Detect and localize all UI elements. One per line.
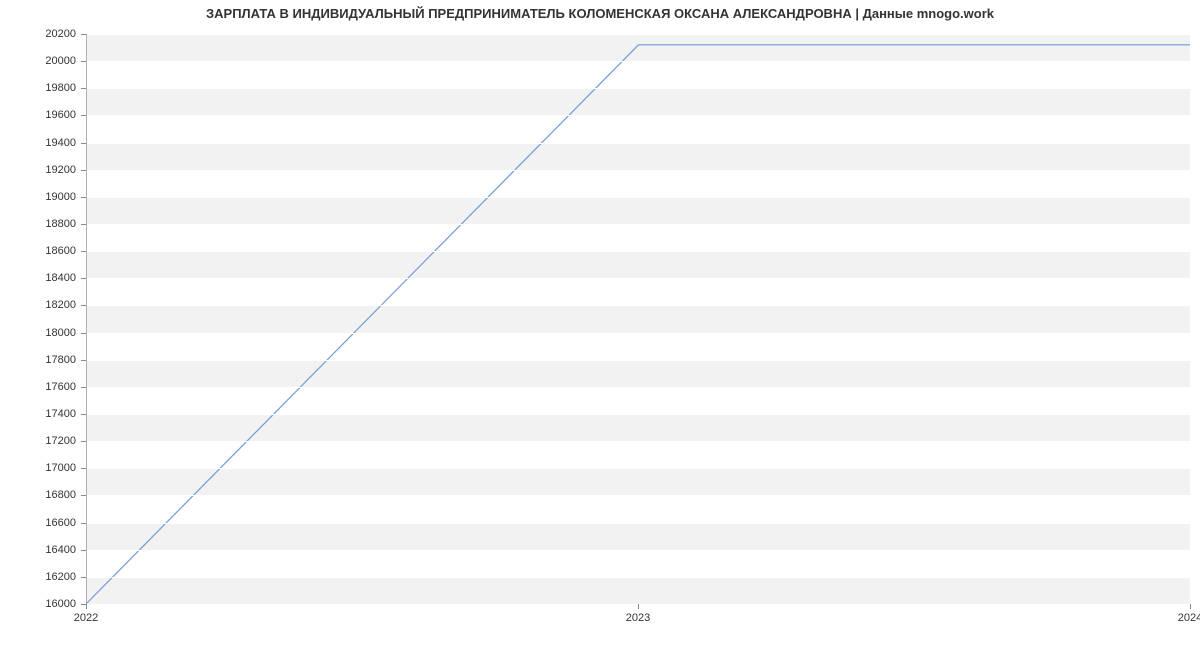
y-gridline	[87, 88, 1190, 89]
y-gridline	[87, 305, 1190, 306]
y-gridline	[87, 197, 1190, 198]
y-tick-label: 16600	[0, 517, 76, 529]
y-tick-mark	[81, 170, 86, 171]
y-tick-label: 17600	[0, 381, 76, 393]
y-tick-label: 19600	[0, 109, 76, 121]
y-tick-label: 19000	[0, 191, 76, 203]
y-gridline	[87, 577, 1190, 578]
y-tick-label: 18000	[0, 327, 76, 339]
line-layer	[87, 34, 1190, 603]
y-tick-label: 16000	[0, 598, 76, 610]
y-tick-mark	[81, 387, 86, 388]
y-tick-label: 20000	[0, 55, 76, 67]
y-tick-label: 19200	[0, 164, 76, 176]
y-gridline	[87, 224, 1190, 225]
y-tick-mark	[81, 523, 86, 524]
y-tick-label: 17400	[0, 408, 76, 420]
chart-title: ЗАРПЛАТА В ИНДИВИДУАЛЬНЫЙ ПРЕДПРИНИМАТЕЛ…	[0, 6, 1200, 21]
y-gridline	[87, 441, 1190, 442]
y-tick-mark	[81, 305, 86, 306]
y-tick-mark	[81, 115, 86, 116]
y-gridline	[87, 34, 1190, 35]
y-tick-mark	[81, 360, 86, 361]
y-tick-label: 17200	[0, 435, 76, 447]
y-tick-mark	[81, 224, 86, 225]
y-tick-mark	[81, 61, 86, 62]
x-tick-mark	[638, 604, 639, 609]
y-tick-label: 18600	[0, 245, 76, 257]
y-gridline	[87, 333, 1190, 334]
x-tick-label: 2024	[1178, 612, 1200, 624]
y-gridline	[87, 61, 1190, 62]
y-gridline	[87, 387, 1190, 388]
y-tick-mark	[81, 550, 86, 551]
y-tick-mark	[81, 251, 86, 252]
y-tick-label: 16400	[0, 544, 76, 556]
y-gridline	[87, 468, 1190, 469]
x-tick-label: 2023	[626, 612, 650, 624]
y-gridline	[87, 143, 1190, 144]
y-gridline	[87, 360, 1190, 361]
y-gridline	[87, 115, 1190, 116]
y-gridline	[87, 251, 1190, 252]
y-tick-mark	[81, 577, 86, 578]
y-tick-mark	[81, 495, 86, 496]
y-gridline	[87, 278, 1190, 279]
x-tick-label: 2022	[74, 612, 98, 624]
y-tick-mark	[81, 333, 86, 334]
y-tick-label: 19400	[0, 137, 76, 149]
x-tick-mark	[1190, 604, 1191, 609]
series-line-salary	[87, 45, 1190, 603]
y-tick-label: 18400	[0, 272, 76, 284]
y-tick-label: 20200	[0, 28, 76, 40]
y-gridline	[87, 550, 1190, 551]
y-tick-mark	[81, 143, 86, 144]
y-gridline	[87, 495, 1190, 496]
y-tick-mark	[81, 88, 86, 89]
y-gridline	[87, 523, 1190, 524]
y-tick-label: 16200	[0, 571, 76, 583]
y-tick-label: 18200	[0, 299, 76, 311]
y-tick-mark	[81, 34, 86, 35]
plot-area	[86, 34, 1190, 604]
y-tick-label: 18800	[0, 218, 76, 230]
y-tick-mark	[81, 468, 86, 469]
y-gridline	[87, 414, 1190, 415]
y-tick-label: 17000	[0, 462, 76, 474]
y-gridline	[87, 170, 1190, 171]
y-tick-mark	[81, 414, 86, 415]
y-tick-label: 17800	[0, 354, 76, 366]
y-tick-label: 19800	[0, 82, 76, 94]
y-tick-mark	[81, 278, 86, 279]
salary-line-chart: ЗАРПЛАТА В ИНДИВИДУАЛЬНЫЙ ПРЕДПРИНИМАТЕЛ…	[0, 0, 1200, 650]
y-tick-mark	[81, 441, 86, 442]
y-tick-label: 16800	[0, 489, 76, 501]
x-tick-mark	[86, 604, 87, 609]
y-tick-mark	[81, 197, 86, 198]
